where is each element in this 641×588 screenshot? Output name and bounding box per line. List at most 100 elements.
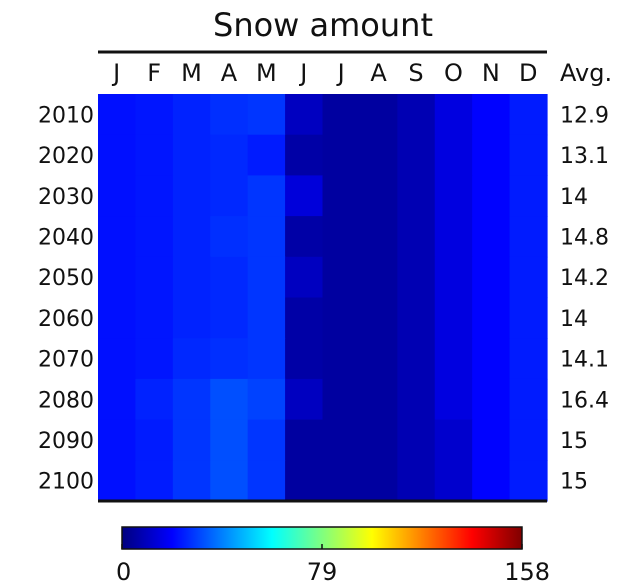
month-label: A xyxy=(370,59,387,87)
month-label: J xyxy=(298,59,307,87)
heat-cell xyxy=(509,378,548,421)
heat-cell xyxy=(247,419,286,461)
heat-cell xyxy=(172,378,211,421)
heat-cell xyxy=(135,460,174,502)
month-label: J xyxy=(336,59,345,87)
month-label: M xyxy=(181,59,202,87)
heat-cell xyxy=(247,134,286,176)
heat-cell xyxy=(322,134,361,176)
heat-cell xyxy=(472,175,511,217)
year-label: 2060 xyxy=(38,307,94,332)
heat-cell xyxy=(172,175,211,217)
heat-cell xyxy=(98,460,137,502)
heat-cell xyxy=(210,419,249,461)
heat-cell xyxy=(434,460,473,502)
colorbar-tick-label: 158 xyxy=(504,558,550,586)
heat-cell xyxy=(98,134,137,176)
heat-cell xyxy=(322,338,361,380)
year-label: 2050 xyxy=(38,266,94,291)
heat-cell xyxy=(397,460,436,502)
heat-cell xyxy=(509,419,548,461)
heat-cell xyxy=(210,134,249,176)
average-values: 12.9 13.1 14 14.8 14.2 14 14.1 16.4 15 15 xyxy=(560,103,609,494)
heat-cell xyxy=(509,297,548,339)
heatmap-cells xyxy=(98,94,548,502)
heat-cell xyxy=(210,175,249,217)
heat-cell xyxy=(359,256,398,299)
heat-cell xyxy=(98,175,137,217)
heat-cell xyxy=(210,256,249,299)
heat-cell xyxy=(434,134,473,176)
heat-cell xyxy=(285,338,324,380)
month-label: N xyxy=(482,59,500,87)
year-label: 2040 xyxy=(38,225,94,250)
heat-cell xyxy=(322,297,361,339)
heat-cell xyxy=(285,297,324,339)
heat-cell xyxy=(98,256,137,299)
heat-cell xyxy=(210,460,249,502)
colorbar-tick-label: 79 xyxy=(307,558,338,586)
heat-cell xyxy=(472,134,511,176)
heat-cell xyxy=(359,460,398,502)
average-value: 14.8 xyxy=(560,225,609,250)
heat-cell xyxy=(359,338,398,380)
heat-cell xyxy=(397,216,436,258)
heat-cell xyxy=(285,460,324,502)
heat-cell xyxy=(322,256,361,299)
heat-cell xyxy=(172,94,211,136)
year-labels: 2010 2020 2030 2040 2050 2060 2070 2080 2090 2100 xyxy=(38,103,94,494)
month-label: S xyxy=(408,59,423,87)
heat-cell xyxy=(322,378,361,421)
heat-cell xyxy=(285,175,324,217)
heat-cell xyxy=(285,256,324,299)
average-value: 15 xyxy=(560,470,588,495)
heat-cell xyxy=(285,94,324,136)
colorbar-tick-label: 0 xyxy=(116,558,131,586)
heat-cell xyxy=(434,378,473,421)
heat-cell xyxy=(135,175,174,217)
heat-cell xyxy=(135,134,174,176)
heat-cell xyxy=(434,419,473,461)
heat-cell xyxy=(359,94,398,136)
heat-cell xyxy=(472,216,511,258)
heat-cell xyxy=(247,175,286,217)
heat-cell xyxy=(247,256,286,299)
heat-cell xyxy=(397,297,436,339)
heat-cell xyxy=(397,378,436,421)
year-label: 2090 xyxy=(38,429,94,454)
heat-cell xyxy=(285,378,324,421)
heat-cell xyxy=(509,94,548,136)
month-label: D xyxy=(519,59,537,87)
heat-cell xyxy=(135,338,174,380)
heat-cell xyxy=(247,94,286,136)
heat-cell xyxy=(509,216,548,258)
colorbar-ticks: 0 79 158 xyxy=(116,544,550,586)
heat-cell xyxy=(472,460,511,502)
heat-cell xyxy=(322,94,361,136)
heat-cell xyxy=(397,338,436,380)
heat-cell xyxy=(135,94,174,136)
average-value: 15 xyxy=(560,429,588,454)
heat-cell xyxy=(135,297,174,339)
heat-cell xyxy=(285,419,324,461)
heat-cell xyxy=(285,134,324,176)
year-label: 2100 xyxy=(38,470,94,495)
heat-cell xyxy=(359,134,398,176)
heat-cell xyxy=(472,94,511,136)
heat-cell xyxy=(509,134,548,176)
heat-cell xyxy=(210,297,249,339)
average-value: 14 xyxy=(560,307,588,332)
heat-cell xyxy=(172,460,211,502)
heat-cell xyxy=(397,94,436,136)
heat-cell xyxy=(98,378,137,421)
avg-header: Avg. xyxy=(560,59,612,87)
heat-cell xyxy=(247,460,286,502)
heat-cell xyxy=(509,338,548,380)
heat-cell xyxy=(172,216,211,258)
heat-cell xyxy=(247,297,286,339)
heat-cell xyxy=(135,378,174,421)
heat-cell xyxy=(210,378,249,421)
heat-cell xyxy=(98,216,137,258)
